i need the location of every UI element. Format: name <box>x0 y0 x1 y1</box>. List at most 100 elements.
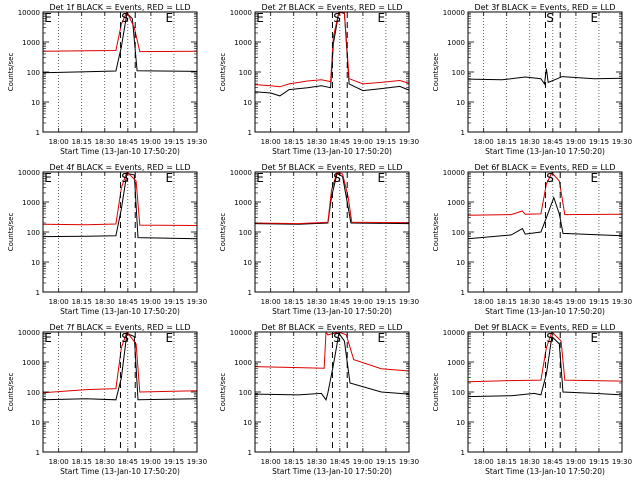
marker-E-label: E <box>166 331 174 345</box>
x-tick-label: 18:45 <box>118 458 138 466</box>
y-tick-label: 100 <box>452 229 465 237</box>
y-tick-label: 100 <box>452 69 465 77</box>
y-tick-label: 1 <box>248 289 252 297</box>
y-tick-label: 1 <box>248 449 252 457</box>
x-tick-label: 18:00 <box>49 138 69 146</box>
y-tick-label: 100 <box>239 229 252 237</box>
x-tick-label: 19:30 <box>612 138 632 146</box>
y-tick-label: 10 <box>243 99 252 107</box>
marker-E-label: E <box>378 331 386 345</box>
x-axis-label: Start Time (13-Jan-10 17:50:20) <box>272 467 392 476</box>
x-tick-label: 19:15 <box>376 458 396 466</box>
y-tick-label: 100 <box>27 389 40 397</box>
y-axis-label: Counts/sec <box>219 213 227 252</box>
x-tick-label: 18:15 <box>497 298 517 306</box>
y-tick-label: 10 <box>243 259 252 267</box>
y-axis-label: Counts/sec <box>432 373 440 412</box>
x-axis-label: Start Time (13-Jan-10 17:50:20) <box>60 307 180 316</box>
x-tick-label: 19:15 <box>164 138 184 146</box>
series-line-lld <box>43 12 197 53</box>
marker-E-start-label: E <box>256 11 264 25</box>
x-tick-label: 19:00 <box>353 458 373 466</box>
x-axis-label: Start Time (13-Jan-10 17:50:20) <box>272 307 392 316</box>
y-tick-label: 100 <box>27 229 40 237</box>
y-tick-label: 1 <box>461 129 465 137</box>
x-tick-label: 19:30 <box>187 458 207 466</box>
marker-S-label: S <box>546 11 554 25</box>
series-line-events <box>468 335 622 398</box>
y-tick-label: 10000 <box>230 169 252 177</box>
y-tick-label: 1000 <box>447 359 465 367</box>
x-tick-label: 18:30 <box>95 458 115 466</box>
x-tick-label: 18:00 <box>49 458 69 466</box>
x-tick-label: 18:45 <box>330 138 350 146</box>
x-tick-label: 18:30 <box>520 458 540 466</box>
y-tick-label: 100 <box>27 69 40 77</box>
plot-title: Det 2f BLACK = Events, RED = LLD <box>261 3 402 12</box>
y-tick-label: 10000 <box>443 329 465 337</box>
y-tick-label: 10 <box>243 419 252 427</box>
series-line-events <box>468 196 622 240</box>
plot-panel-9: 18:00 18:15 18:30 18:45 19:00 19:15 19:30 1 10 10… <box>432 323 632 476</box>
x-axis-label: Start Time (13-Jan-10 17:50:20) <box>485 307 605 316</box>
x-tick-label: 19:15 <box>589 298 609 306</box>
y-tick-label: 100 <box>239 69 252 77</box>
x-tick-label: 18:00 <box>474 298 494 306</box>
x-axis-label: Start Time (13-Jan-10 17:50:20) <box>60 467 180 476</box>
marker-S-label: S <box>333 331 341 345</box>
plot-title: Det 3f BLACK = Events, RED = LLD <box>474 3 615 12</box>
y-axis-label: Counts/sec <box>7 373 15 412</box>
y-tick-label: 10 <box>31 259 40 267</box>
y-axis-label: Counts/sec <box>219 53 227 92</box>
x-tick-label: 18:15 <box>284 138 304 146</box>
y-tick-label: 1 <box>36 449 40 457</box>
x-tick-label: 18:45 <box>543 298 563 306</box>
y-tick-label: 10 <box>456 259 465 267</box>
marker-E-label: E <box>166 171 174 185</box>
marker-E-start-label: E <box>44 11 52 25</box>
y-axis-label: Counts/sec <box>219 373 227 412</box>
series-line-lld <box>43 332 197 394</box>
x-tick-label: 18:45 <box>543 458 563 466</box>
x-axis-label: Start Time (13-Jan-10 17:50:20) <box>60 147 180 156</box>
x-tick-label: 19:30 <box>612 458 632 466</box>
series-line-lld <box>255 332 409 372</box>
marker-S-label: S <box>546 171 554 185</box>
series-line-lld <box>43 172 197 226</box>
marker-E-label: E <box>378 171 386 185</box>
x-tick-label: 19:00 <box>353 138 373 146</box>
plot-title: Det 6f BLACK = Events, RED = LLD <box>474 163 615 172</box>
y-tick-label: 10000 <box>18 329 40 337</box>
x-tick-label: 18:45 <box>118 138 138 146</box>
y-tick-label: 100 <box>452 389 465 397</box>
x-tick-label: 18:15 <box>497 458 517 466</box>
y-tick-label: 10000 <box>443 169 465 177</box>
y-tick-label: 10 <box>31 99 40 107</box>
marker-S-label: S <box>333 11 341 25</box>
plot-title: Det 1f BLACK = Events, RED = LLD <box>49 3 190 12</box>
plot-panel-2: 18:00 18:15 18:30 18:45 19:00 19:15 19:30 1 10 10… <box>219 3 419 156</box>
series-line-events <box>255 332 409 401</box>
y-tick-label: 10000 <box>230 329 252 337</box>
marker-S-label: S <box>333 171 341 185</box>
x-tick-label: 19:30 <box>187 138 207 146</box>
x-tick-label: 18:45 <box>330 458 350 466</box>
y-tick-label: 1000 <box>234 199 252 207</box>
plot-panel-8: 18:00 18:15 18:30 18:45 19:00 19:15 19:30 1 10 10… <box>219 323 419 476</box>
x-tick-label: 19:30 <box>399 458 419 466</box>
x-tick-label: 18:15 <box>72 458 92 466</box>
series-line-events <box>43 332 197 401</box>
x-tick-label: 19:00 <box>566 138 586 146</box>
x-tick-label: 19:00 <box>141 458 161 466</box>
y-tick-label: 1000 <box>234 39 252 47</box>
plot-title: Det 4f BLACK = Events, RED = LLD <box>49 163 190 172</box>
x-tick-label: 18:00 <box>49 298 69 306</box>
x-tick-label: 18:00 <box>474 458 494 466</box>
marker-S-label: S <box>546 331 554 345</box>
x-tick-label: 18:45 <box>330 298 350 306</box>
plot-title: Det 9f BLACK = Events, RED = LLD <box>474 323 615 332</box>
plot-title: Det 5f BLACK = Events, RED = LLD <box>261 163 402 172</box>
plot-panel-5: 18:00 18:15 18:30 18:45 19:00 19:15 19:30 1 10 10… <box>219 163 419 316</box>
marker-E-label: E <box>591 11 599 25</box>
y-tick-label: 1000 <box>447 199 465 207</box>
